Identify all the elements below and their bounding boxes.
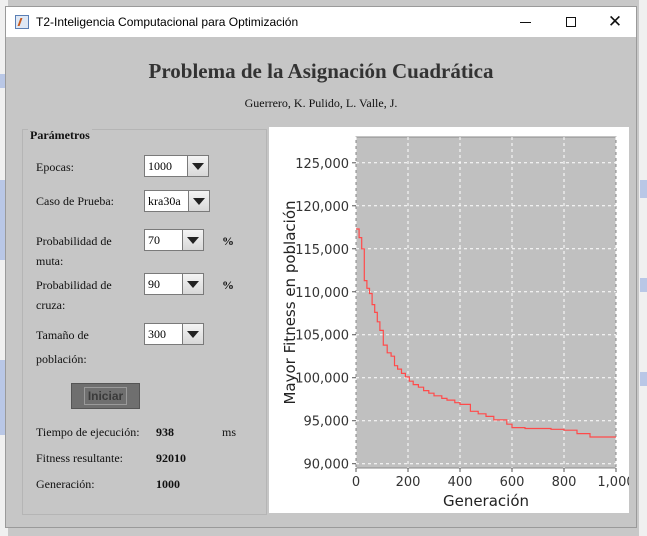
background-marker xyxy=(0,360,6,435)
tiempo-value: 938 xyxy=(156,425,174,439)
fitness-chart: 0 200 400 600 800 1,000 90,000 95,000 100,000 105… xyxy=(281,136,635,510)
poblacion-label-line1: Tamaño de xyxy=(36,328,89,342)
y-tick-label: 115,000 xyxy=(295,243,349,258)
start-button-label: Iniciar xyxy=(83,387,128,405)
y-tick-label: 105,000 xyxy=(295,329,349,344)
x-tick-label: 0 xyxy=(352,475,360,490)
background-marker xyxy=(640,278,647,292)
chevron-down-icon xyxy=(193,197,205,205)
x-tick-label: 1,000 xyxy=(597,475,629,490)
y-axis-label: Mayor Fitness en población xyxy=(281,200,299,404)
caso-dropdown-button[interactable] xyxy=(188,191,209,211)
muta-percent: % xyxy=(222,234,234,248)
generacion-label: Generación: xyxy=(36,477,95,491)
muta-label-line2: muta: xyxy=(36,254,64,268)
start-button[interactable]: Iniciar xyxy=(71,383,140,409)
y-tick-label: 110,000 xyxy=(295,286,349,301)
x-tick-label: 600 xyxy=(500,475,525,490)
poblacion-label-line2: población: xyxy=(36,352,87,366)
maximize-button[interactable] xyxy=(548,7,594,37)
cruza-label-line2: cruza: xyxy=(36,298,66,312)
cruza-dropdown-button[interactable] xyxy=(182,274,203,294)
cruza-value: 90 xyxy=(148,277,160,291)
minimize-icon xyxy=(519,21,531,23)
background-marker xyxy=(0,74,6,88)
epocas-dropdown-button[interactable] xyxy=(187,156,208,176)
page-title: Problema de la Asignación Cuadrática xyxy=(148,59,494,83)
caso-label: Caso de Prueba: xyxy=(36,194,114,208)
x-axis-label: Generación xyxy=(443,492,529,510)
background-marker xyxy=(640,180,647,198)
fitness-series-line xyxy=(356,228,616,438)
tiempo-label: Tiempo de ejecución: xyxy=(36,425,140,439)
muta-value: 70 xyxy=(148,233,160,247)
poblacion-value: 300 xyxy=(148,327,166,341)
cruza-percent: % xyxy=(222,278,234,292)
title-bar[interactable]: T2-Inteligencia Computacional para Optim… xyxy=(6,7,636,37)
muta-label-line1: Probabilidad de xyxy=(36,234,112,248)
cruza-label-line1: Probabilidad de xyxy=(36,278,112,292)
poblacion-combo[interactable]: 300 xyxy=(144,323,204,345)
main-window: T2-Inteligencia Computacional para Optim… xyxy=(5,6,637,528)
chevron-down-icon xyxy=(187,280,199,288)
chevron-down-icon xyxy=(187,236,199,244)
close-button[interactable]: ✕ xyxy=(592,7,638,37)
chevron-down-icon xyxy=(187,330,199,338)
x-tick-label: 200 xyxy=(396,475,421,490)
background-window-right xyxy=(639,0,647,536)
close-icon: ✕ xyxy=(607,12,623,32)
epocas-combo[interactable]: 1000 xyxy=(144,155,209,177)
y-tick-label: 100,000 xyxy=(295,372,349,387)
muta-dropdown-button[interactable] xyxy=(182,230,203,250)
parameters-title: Parámetros xyxy=(28,128,92,143)
x-tick-label: 400 xyxy=(448,475,473,490)
generacion-value: 1000 xyxy=(156,477,180,491)
y-tick-label: 125,000 xyxy=(295,157,349,172)
chart-panel: 0 200 400 600 800 1,000 90,000 95,000 100,000 105… xyxy=(269,127,635,513)
window-title: T2-Inteligencia Computacional para Optim… xyxy=(36,15,299,29)
epocas-value: 1000 xyxy=(148,159,172,173)
minimize-button[interactable] xyxy=(502,7,548,37)
muta-combo[interactable]: 70 xyxy=(144,229,204,251)
caso-value: kra30a xyxy=(148,194,181,208)
fitness-label: Fitness resultante: xyxy=(36,451,123,465)
x-tick-label: 800 xyxy=(552,475,577,490)
epocas-label: Epocas: xyxy=(36,160,74,174)
fitness-value: 92010 xyxy=(156,451,186,465)
maximize-icon xyxy=(566,17,576,27)
poblacion-dropdown-button[interactable] xyxy=(182,324,203,344)
authors-text: Guerrero, K. Pulido, L. Valle, J. xyxy=(244,96,398,110)
caso-combo[interactable]: kra30a xyxy=(144,190,210,212)
background-marker xyxy=(640,372,647,386)
y-tick-label: 120,000 xyxy=(295,200,349,215)
chevron-down-icon xyxy=(192,162,204,170)
parameters-panel xyxy=(22,129,267,515)
cruza-combo[interactable]: 90 xyxy=(144,273,204,295)
background-window-left xyxy=(0,0,8,536)
background-marker xyxy=(0,180,6,260)
tiempo-unit: ms xyxy=(222,425,237,439)
plot-area xyxy=(355,136,617,469)
y-tick-label: 90,000 xyxy=(304,458,350,473)
y-tick-label: 95,000 xyxy=(304,415,350,430)
java-app-icon xyxy=(15,15,29,29)
